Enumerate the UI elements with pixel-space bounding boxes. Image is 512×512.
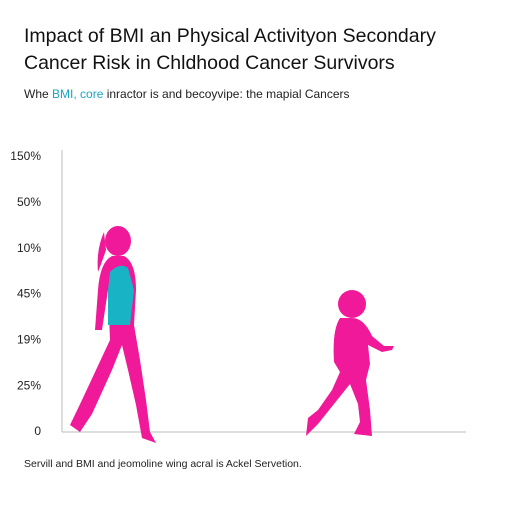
- axis-label: 45%: [17, 287, 41, 301]
- axis-label: 0: [34, 424, 41, 438]
- axis-label: 25%: [17, 378, 41, 392]
- axis-labels: 150% 50% 10% 45% 19% 25% 0: [10, 149, 41, 438]
- child-silhouette: [306, 290, 394, 436]
- axis-label: 150%: [10, 149, 41, 163]
- woman-top: [108, 265, 134, 325]
- axis-label: 19%: [17, 333, 41, 347]
- title-line: Cancer Risk in Chldhood Cancer Survivors: [24, 52, 395, 74]
- subtitle-highlight: BMI, core: [52, 87, 104, 101]
- axis-label: 10%: [17, 241, 41, 255]
- footer: Servill and BMI and jeomoline wing acral…: [24, 458, 302, 470]
- axis-label: 50%: [17, 195, 41, 209]
- subtitle-part: inractor is and becoyvipe: the mapial Ca…: [103, 87, 349, 101]
- woman-silhouette: [70, 226, 156, 443]
- subtitle-part: Whe: [24, 87, 52, 101]
- subtitle: Whe BMI, core inractor is and becoyvipe:…: [24, 87, 350, 101]
- title-line: Impact of BMI an Physical Activityon Sec…: [24, 25, 436, 47]
